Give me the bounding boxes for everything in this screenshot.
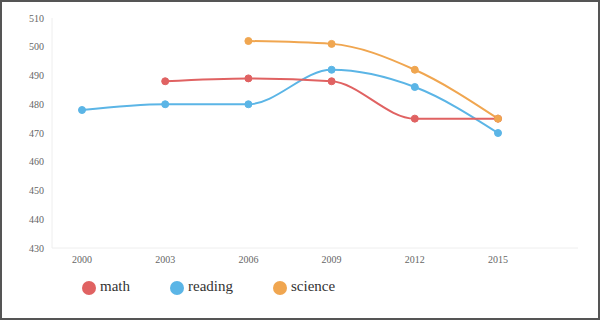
svg-text:510: 510 [29, 13, 44, 24]
svg-text:430: 430 [29, 243, 44, 254]
html-text:math: math [100, 278, 130, 294]
svg-text:450: 450 [29, 185, 44, 196]
svg-text:2003: 2003 [155, 254, 175, 265]
svg-text:460: 460 [29, 156, 44, 167]
svg-text:440: 440 [29, 214, 44, 225]
svg-text:2009: 2009 [322, 254, 342, 265]
svg-text:490: 490 [29, 70, 44, 81]
html-text:reading: reading [188, 278, 233, 294]
svg-text:2006: 2006 [238, 254, 258, 265]
svg-text:2012: 2012 [405, 254, 425, 265]
svg-text:2015: 2015 [488, 254, 508, 265]
svg-text:480: 480 [29, 99, 44, 110]
svg-text:470: 470 [29, 128, 44, 139]
svg-text:2000: 2000 [72, 254, 92, 265]
svg-text:500: 500 [29, 41, 44, 52]
html-text:science: science [291, 278, 336, 294]
